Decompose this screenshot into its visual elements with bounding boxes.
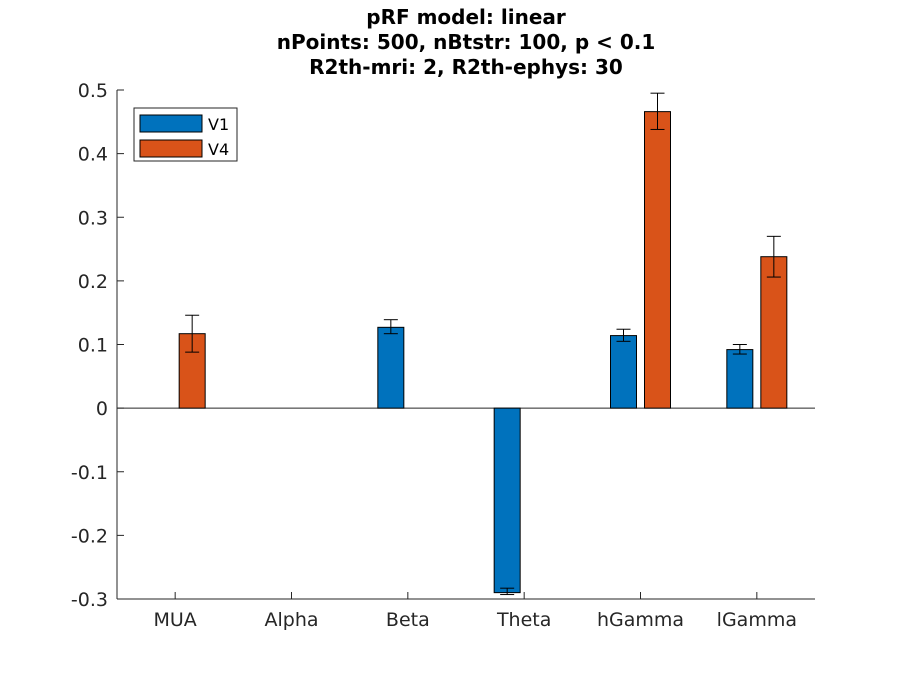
title-line-2: nPoints: 500, nBtstr: 100, p < 0.1 xyxy=(277,30,656,54)
bar-v1-hgamma xyxy=(610,335,637,409)
y-tick-label: -0.2 xyxy=(71,525,108,547)
plot-area: -0.3 -0.2 -0.1 0 0.1 0.2 0.3 0.4 0.5 MUA Alpha Bet… xyxy=(71,80,815,631)
bar-v4-hgamma xyxy=(644,111,671,409)
y-tick-label: -0.3 xyxy=(71,589,108,611)
title-line-1: pRF model: linear xyxy=(366,5,566,29)
bar-v1-beta xyxy=(377,326,405,409)
legend-swatch-v4 xyxy=(139,139,203,158)
x-tick-label: Theta xyxy=(496,609,551,631)
y-tick-label: 0 xyxy=(96,398,108,420)
y-axis-ticks: -0.3 -0.2 -0.1 0 0.1 0.2 0.3 0.4 0.5 xyxy=(71,80,124,611)
title-line-3: R2th-mri: 2, R2th-ephys: 30 xyxy=(309,55,623,79)
bar-v4-lgamma xyxy=(760,256,788,409)
x-tick-label: Alpha xyxy=(264,609,318,631)
x-tick-label: lGamma xyxy=(717,609,797,631)
x-tick-label: Beta xyxy=(386,609,430,631)
legend-label-v4: V4 xyxy=(208,140,229,159)
error-bars-group xyxy=(185,92,781,596)
bar-v1-theta xyxy=(493,407,521,594)
x-axis-ticks: MUA Alpha Beta Theta hGamma lGamma xyxy=(154,592,797,631)
y-tick-label: 0.2 xyxy=(78,271,108,293)
legend-label-v1: V1 xyxy=(208,115,229,134)
x-tick-label: MUA xyxy=(154,609,197,631)
legend-swatch-v1 xyxy=(139,114,203,133)
y-tick-label: 0.4 xyxy=(78,144,108,166)
y-tick-label: 0.5 xyxy=(78,80,108,102)
bars-group xyxy=(178,111,788,594)
y-tick-label: 0.1 xyxy=(78,335,108,357)
y-tick-label: -0.1 xyxy=(71,462,108,484)
bar-v1-lgamma xyxy=(726,349,754,409)
x-tick-label: hGamma xyxy=(597,609,684,631)
y-tick-label: 0.3 xyxy=(78,207,108,229)
